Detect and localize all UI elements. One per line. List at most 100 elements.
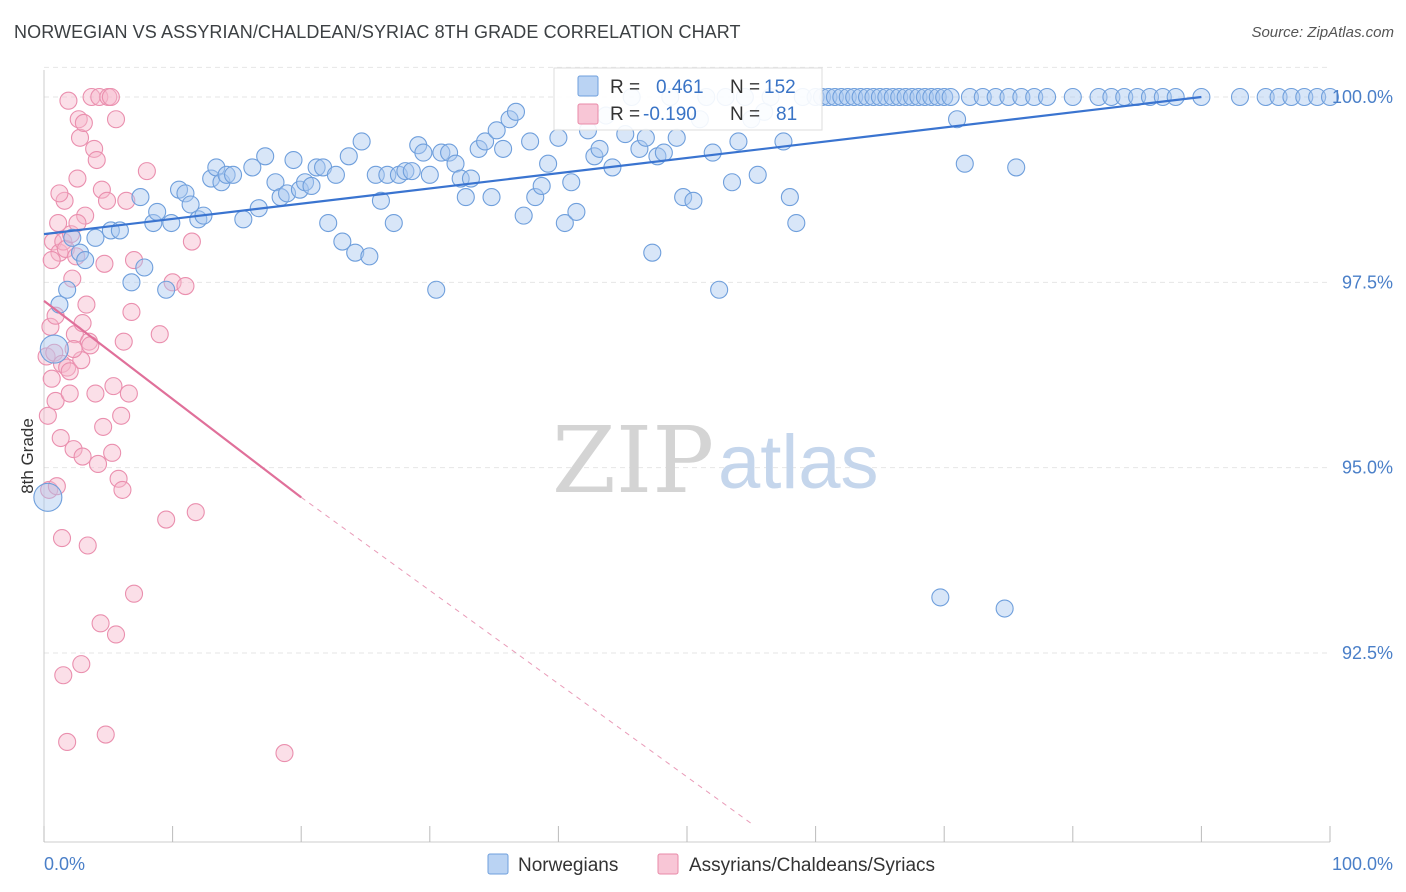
assyrians-point	[97, 191, 117, 210]
y-tick-label: 92.5%	[1342, 643, 1393, 663]
norwegians-point	[729, 132, 748, 151]
norwegians-point	[333, 232, 352, 251]
norwegians-point	[1308, 87, 1327, 107]
norwegians-point	[948, 110, 967, 129]
norwegians-point	[941, 87, 960, 107]
norwegians-point	[243, 158, 262, 177]
norwegians-point	[1230, 87, 1250, 107]
norwegians-point	[414, 143, 433, 162]
norwegians-point	[427, 280, 446, 299]
n-value-pink: 81	[776, 104, 797, 125]
assyrians-point	[60, 384, 79, 403]
norwegians-point	[76, 251, 95, 270]
norwegians-point	[514, 206, 533, 225]
assyrians-point	[50, 184, 69, 203]
norwegians-point	[58, 280, 77, 299]
norwegians-point	[1269, 87, 1288, 107]
norwegians-point	[703, 143, 722, 162]
assyrians-point	[137, 162, 156, 181]
n-value-blue: 152	[764, 77, 796, 98]
norwegians-point	[39, 334, 69, 364]
norwegians-point	[995, 599, 1014, 618]
norwegians-point	[63, 228, 82, 247]
assyrians-point	[176, 276, 195, 296]
assyrians-point	[59, 91, 78, 110]
norwegians-point	[217, 165, 236, 184]
x-tick-label-end: 100.0%	[1332, 854, 1393, 874]
n-label-pink: N =	[730, 104, 760, 125]
assyrians-point	[88, 454, 108, 474]
norwegians-point	[469, 139, 488, 158]
series-legend: Norwegians Assyrians/Chaldeans/Syriacs	[487, 853, 935, 876]
norwegians-point	[654, 143, 673, 162]
norwegians-point	[539, 154, 558, 173]
norwegians-point	[1320, 87, 1340, 107]
norwegians-point	[864, 87, 883, 107]
x-tick-labels: 0.0% 100.0%	[44, 854, 1393, 874]
r-value-pink: -0.190	[643, 104, 697, 125]
watermark: ZIP atlas	[552, 407, 879, 514]
assyrians-point	[182, 232, 201, 251]
assyrians-point	[38, 406, 57, 425]
norwegians-point	[302, 176, 321, 196]
norwegians-point	[1166, 87, 1185, 107]
norwegians-point	[787, 213, 806, 233]
assyrians-point	[150, 325, 169, 344]
assyrians-point	[94, 417, 113, 436]
assyrians-point	[124, 251, 144, 270]
norwegians-point	[223, 165, 243, 184]
norwegians-point	[202, 169, 221, 188]
assyrians-point	[124, 584, 144, 603]
norwegians-point	[931, 588, 950, 607]
r-label-blue: R =	[610, 77, 640, 98]
source-label: Source: ZipAtlas.com	[1251, 24, 1394, 41]
norwegians-point	[1063, 87, 1082, 107]
assyrians-point	[74, 113, 93, 132]
norwegians-point	[710, 280, 729, 299]
norwegians-point	[902, 87, 922, 107]
assyrians-point	[106, 625, 126, 644]
assyrians-point	[64, 440, 83, 459]
r-label-pink: R =	[610, 104, 640, 125]
norwegians-point	[181, 195, 200, 214]
assyrians-point	[106, 110, 126, 129]
norwegians-point	[284, 150, 303, 170]
norwegians-point	[476, 132, 495, 151]
assyrians-point	[109, 469, 128, 488]
norwegians-point	[360, 247, 379, 266]
assyrians-point	[51, 428, 70, 448]
norwegians-point	[851, 87, 870, 107]
norwegians-point	[135, 258, 154, 277]
norwegians-point	[346, 243, 365, 262]
assyrians-point	[117, 191, 136, 210]
norwegians-point	[667, 128, 686, 147]
assyrians-points	[37, 87, 294, 763]
assyrians-point	[63, 269, 82, 288]
norwegians-point	[532, 176, 551, 196]
norwegians-point	[521, 132, 540, 151]
assyrians-point	[85, 139, 104, 158]
norwegians-point	[432, 143, 451, 162]
norwegians-point	[748, 165, 767, 184]
assyrians-point	[86, 384, 105, 403]
assyrians-point	[54, 232, 73, 251]
assyrians-point	[91, 614, 110, 633]
assyrians-point	[275, 744, 294, 763]
assyrians-point	[186, 503, 205, 522]
norwegians-point	[825, 87, 844, 107]
legend-swatch-assyrians	[657, 853, 679, 875]
norwegians-point	[845, 87, 864, 107]
norwegians-point	[1025, 87, 1044, 107]
norwegians-point	[526, 188, 545, 207]
norwegians-point	[722, 173, 742, 192]
norwegians-point	[234, 210, 253, 229]
norwegians-point	[877, 87, 896, 107]
norwegians-point	[838, 87, 857, 107]
assyrians-point	[42, 369, 61, 388]
assyrians-trend-line	[43, 299, 302, 499]
norwegians-point	[506, 102, 526, 121]
norwegians-point	[157, 280, 176, 299]
r-value-blue: 0.461	[656, 77, 704, 98]
norwegians-point	[630, 139, 649, 158]
assyrians-point	[60, 362, 79, 381]
